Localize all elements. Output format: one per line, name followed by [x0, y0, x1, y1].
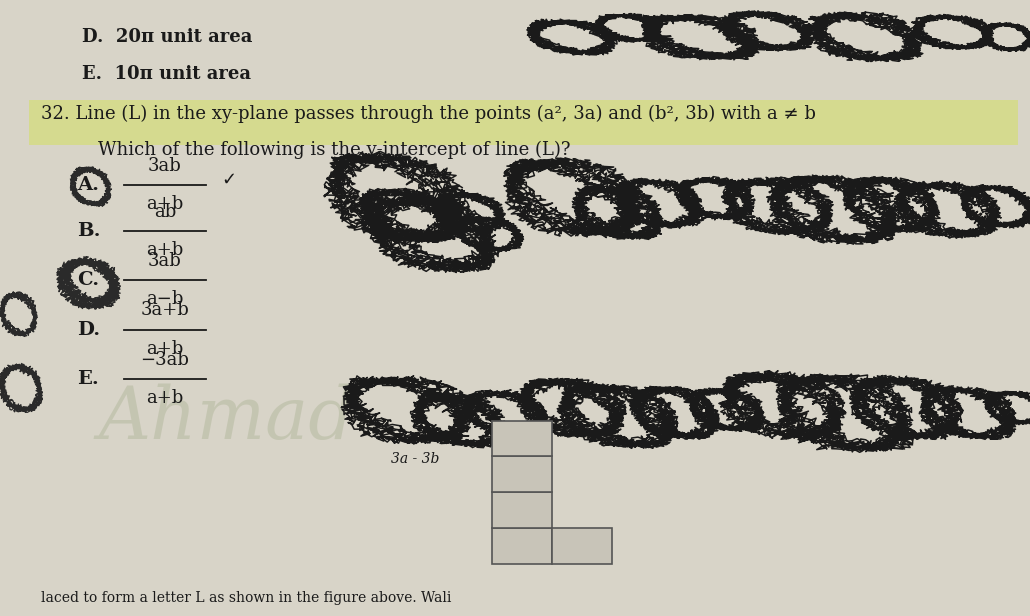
- Bar: [492, 421, 552, 456]
- Text: Ahmad: Ahmad: [98, 384, 355, 454]
- Text: B.: B.: [77, 222, 101, 240]
- Text: a+b: a+b: [146, 339, 183, 358]
- Text: 3a - 3b: 3a - 3b: [391, 452, 440, 466]
- Text: a+b: a+b: [146, 241, 183, 259]
- Bar: [492, 456, 552, 492]
- FancyBboxPatch shape: [29, 100, 1018, 145]
- Text: E.: E.: [77, 370, 99, 388]
- Text: 3ab: 3ab: [148, 156, 181, 175]
- Text: 3a+b: 3a+b: [140, 301, 190, 319]
- Text: E.  10π unit area: E. 10π unit area: [82, 65, 251, 83]
- Bar: [492, 492, 552, 528]
- Text: a+b: a+b: [146, 195, 183, 213]
- Text: a+b: a+b: [146, 389, 183, 407]
- Text: D.: D.: [77, 320, 100, 339]
- Text: D.  20π unit area: D. 20π unit area: [82, 28, 252, 46]
- Text: laced to form a letter L as shown in the figure above. Wali: laced to form a letter L as shown in the…: [41, 591, 451, 605]
- Text: ab: ab: [153, 203, 176, 221]
- Text: a−b: a−b: [146, 290, 183, 309]
- Text: C.: C.: [77, 271, 99, 290]
- Text: Which of the following is the y-intercept of line (L)?: Which of the following is the y-intercep…: [98, 140, 571, 159]
- Text: 3ab: 3ab: [148, 252, 181, 270]
- Text: A.: A.: [77, 176, 99, 194]
- Bar: [492, 528, 552, 564]
- Text: −3ab: −3ab: [140, 351, 190, 368]
- Text: ✓: ✓: [221, 170, 237, 188]
- Text: 32. Line (L) in the xy-plane passes through the points (a², 3a) and (b², 3b) wit: 32. Line (L) in the xy-plane passes thro…: [41, 105, 816, 123]
- Bar: [552, 528, 612, 564]
